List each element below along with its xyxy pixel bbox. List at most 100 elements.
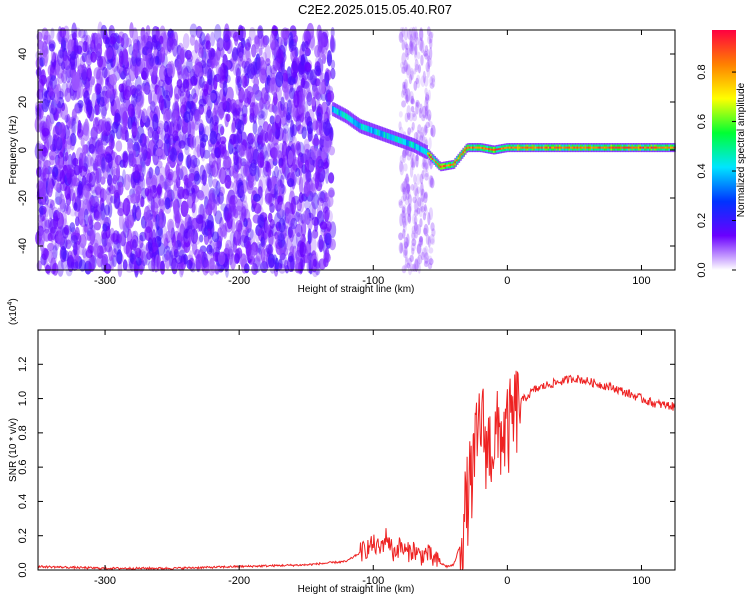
spectrogram-noise-blob xyxy=(272,254,278,265)
spectrogram-noise-blob xyxy=(62,250,70,262)
spectrogram-signal-band xyxy=(365,125,369,132)
spectrogram-noise-blob xyxy=(144,226,153,241)
spectrogram-noise-blob xyxy=(94,186,102,196)
spectrogram-noise-blob xyxy=(429,233,435,245)
spectrogram-noise-blob xyxy=(186,154,192,169)
spectrogram-noise-blob xyxy=(424,245,429,259)
spectrogram-noise-blob xyxy=(237,51,244,66)
spectrogram-noise-blob xyxy=(430,124,436,138)
spectrogram-noise-blob xyxy=(184,214,192,229)
spectrogram-noise-blob xyxy=(131,239,137,251)
y-tick-label: -40 xyxy=(17,238,29,254)
spectrogram-noise-blob xyxy=(295,167,301,178)
spectrogram-noise-blob xyxy=(230,133,238,145)
spectrogram-noise-blob xyxy=(116,233,122,244)
spectrogram-signal-core xyxy=(666,146,670,149)
spectrogram-noise-blob xyxy=(245,47,250,61)
spectrogram-noise-blob xyxy=(421,105,427,119)
spectrogram-signal-core xyxy=(542,146,546,149)
spectrogram-noise-blob xyxy=(150,101,156,114)
spectrogram-noise-blob xyxy=(259,248,267,264)
spectrogram-noise-blob xyxy=(427,55,431,70)
spectrogram-noise-blob xyxy=(54,134,63,150)
spectrogram-noise-blob xyxy=(48,97,54,114)
spectrogram-noise-blob xyxy=(422,136,428,145)
spectrogram-noise-blob xyxy=(413,45,418,58)
spectrogram-noise-blob xyxy=(146,176,152,186)
spectrogram-noise-blob xyxy=(264,220,270,234)
spectrogram-noise-blob xyxy=(198,119,204,132)
spectrogram-noise-blob xyxy=(151,241,159,251)
spectrogram-noise-blob xyxy=(80,151,87,169)
spectrogram-noise-blob xyxy=(143,205,151,223)
spectrogram-noise-blob xyxy=(410,242,416,252)
spectrogram-noise-blob xyxy=(426,64,431,78)
spectrogram-noise-blob xyxy=(326,54,333,64)
spectrogram-noise-blob xyxy=(94,182,102,195)
page-title: C2E2.2025.015.05.40.R07 xyxy=(298,2,452,17)
spectrogram-noise-blob xyxy=(328,172,335,184)
spectrogram-noise-blob xyxy=(136,209,142,219)
spectrogram-noise-blob xyxy=(205,49,213,64)
spectrogram-noise-blob xyxy=(327,189,335,198)
spectrogram-noise-blob xyxy=(213,74,218,90)
spectrogram-noise-blob xyxy=(113,197,121,210)
spectrogram-noise-blob xyxy=(73,164,81,176)
spectrogram-noise-blob xyxy=(407,189,411,200)
spectrogram-noise-blob xyxy=(66,80,72,94)
spectrogram-noise-blob xyxy=(131,125,139,136)
spectrogram-noise-blob xyxy=(56,106,63,118)
spectrogram-noise-blob xyxy=(223,41,231,51)
spectrogram-noise-blob xyxy=(184,65,192,77)
spectrogram-noise-blob xyxy=(303,138,310,153)
spectrogram-noise-blob xyxy=(163,94,171,111)
spectrogram-noise-blob xyxy=(243,217,248,228)
spectrogram-noise-blob xyxy=(224,174,232,189)
spectrogram-noise-blob xyxy=(174,93,180,104)
spectrogram-signal-band xyxy=(393,135,396,142)
spectrogram-noise-blob xyxy=(398,31,404,43)
spectrogram-noise-blob xyxy=(164,124,171,141)
spectrogram-noise-blob xyxy=(113,182,121,200)
spectrogram-noise-blob xyxy=(101,253,109,267)
spectrogram-noise-blob xyxy=(428,174,433,188)
spectrogram-noise-blob xyxy=(194,60,203,76)
spectrogram-signal-core xyxy=(523,146,527,149)
colorbar-tick-label: 0.6 xyxy=(696,114,708,129)
spectrogram-noise-blob xyxy=(267,82,275,93)
spectrogram-noise-blob xyxy=(265,243,274,255)
spectrogram-noise-blob xyxy=(185,179,193,188)
spectrogram-signal-core xyxy=(470,146,474,149)
spectrogram-noise-blob xyxy=(259,68,267,84)
y-tick-label: 0.0 xyxy=(17,562,29,577)
spectrogram-signal-band xyxy=(362,124,366,131)
spectrogram-signal-core xyxy=(571,146,575,149)
spectrogram-signal-core xyxy=(550,146,554,149)
spectrogram-noise-blob xyxy=(276,126,284,142)
spectrogram-noise-blob xyxy=(281,81,289,93)
spectrogram-noise-blob xyxy=(316,112,323,124)
spectrogram-signal-core xyxy=(489,148,493,151)
spectrogram-noise-blob xyxy=(132,149,137,164)
spectrogram-noise-blob xyxy=(141,108,148,124)
spectrogram-noise-blob xyxy=(182,33,190,49)
spectrogram-noise-blob xyxy=(66,61,72,79)
spectrogram-noise-blob xyxy=(76,147,84,162)
spectrogram-noise-blob xyxy=(408,41,414,55)
spectrogram-noise-blob xyxy=(281,155,286,174)
spectrogram-noise-blob xyxy=(55,58,61,72)
spectrogram-noise-blob xyxy=(295,208,302,218)
spectrogram-noise-blob xyxy=(93,242,99,257)
spectrogram-noise-blob xyxy=(160,142,168,161)
spectrogram-noise-blob xyxy=(128,64,136,82)
spectrogram-noise-blob xyxy=(417,254,423,265)
spectrogram-noise-blob xyxy=(122,217,128,234)
spectrogram-noise-blob xyxy=(37,146,43,165)
spectrogram-noise-blob xyxy=(260,247,266,264)
spectrogram-noise-blob xyxy=(122,110,128,129)
spectrogram-noise-blob xyxy=(209,130,218,145)
spectrogram-noise-blob xyxy=(424,92,430,104)
spectrogram-noise-blob xyxy=(180,65,189,80)
spectrogram-signal-core xyxy=(544,146,548,149)
